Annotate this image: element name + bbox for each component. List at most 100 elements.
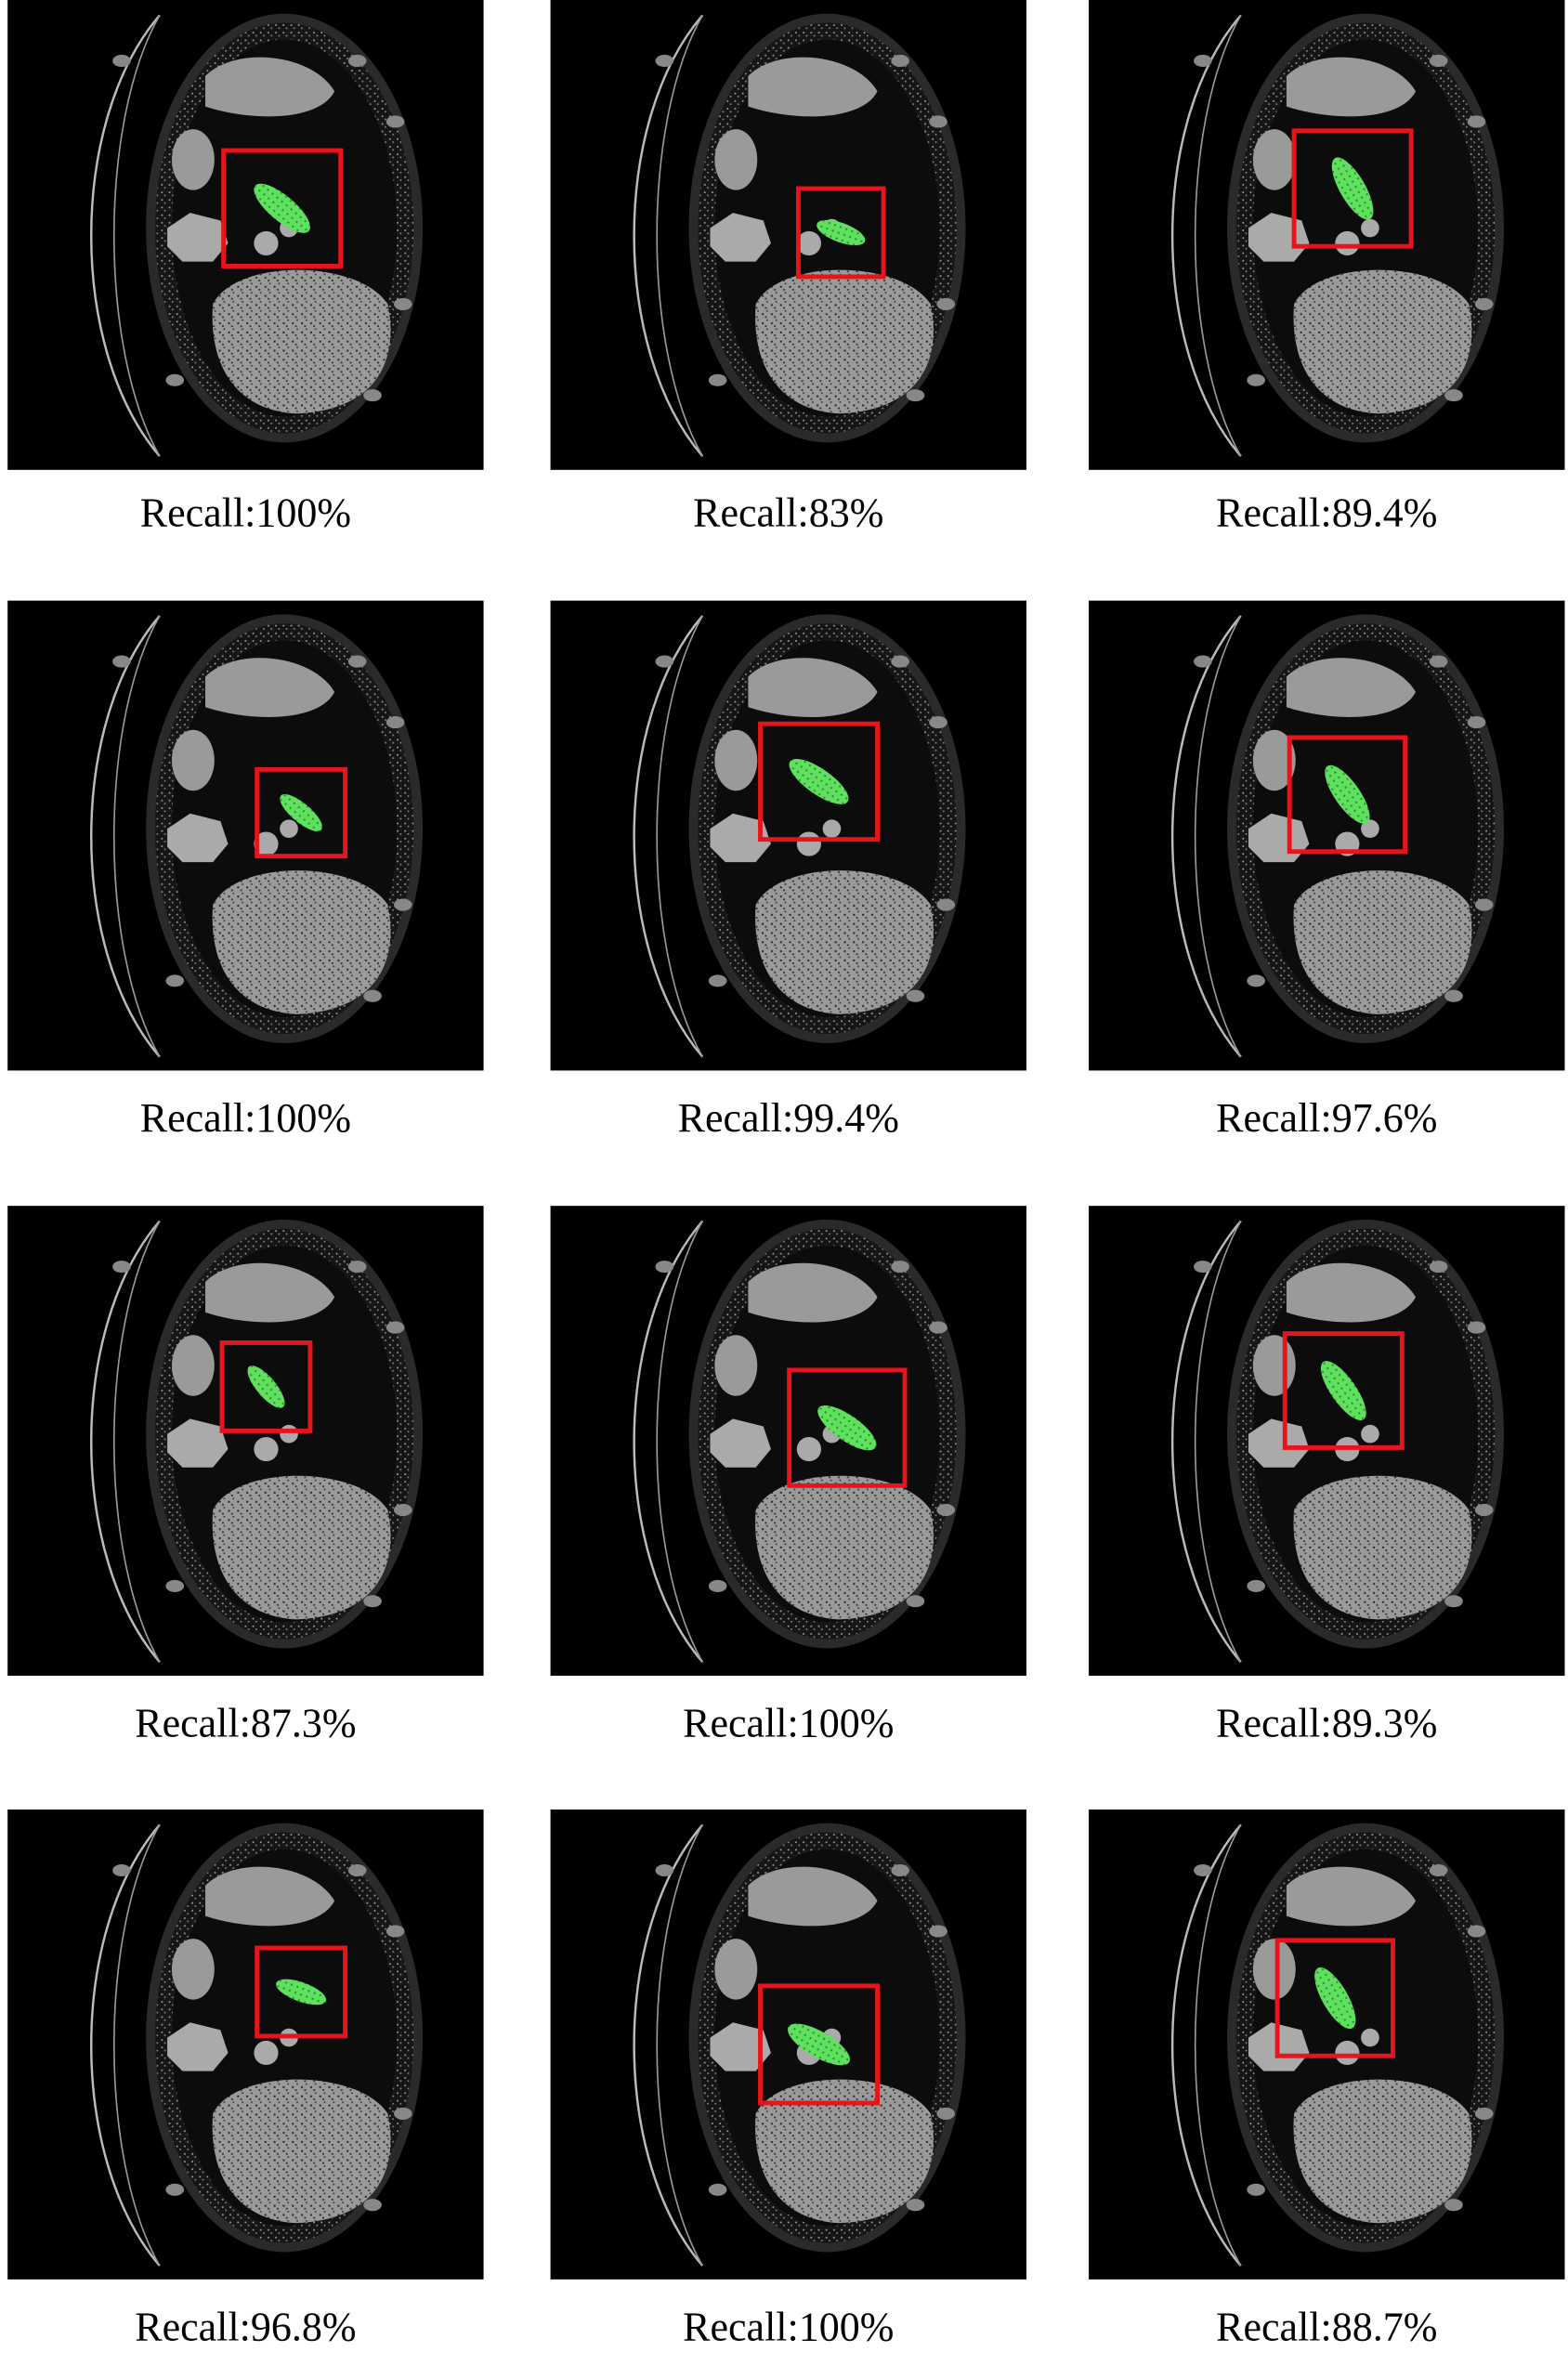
table-arc — [1170, 1823, 1242, 2267]
detection-box — [1274, 1938, 1395, 2058]
ct-panel — [1089, 1810, 1565, 2280]
detection-box — [1287, 735, 1408, 855]
rib — [906, 989, 925, 1002]
table-arc — [633, 615, 704, 1058]
recall-label: Recall:83% — [693, 490, 883, 536]
vessel — [1361, 2028, 1379, 2047]
rib — [112, 655, 131, 668]
rib — [655, 1863, 674, 1877]
organ — [171, 1335, 215, 1396]
table-arc — [633, 14, 704, 457]
organ — [204, 1262, 335, 1323]
table-arc — [1194, 14, 1242, 457]
recall-label: Recall:87.3% — [135, 1701, 356, 1746]
rib — [929, 115, 947, 128]
ct-panel — [550, 0, 1026, 470]
detection-box — [219, 1340, 313, 1433]
recall-label: Recall:100% — [683, 1701, 894, 1746]
rib — [1444, 2199, 1463, 2212]
recall-label: Recall:88.7% — [1216, 2305, 1437, 2350]
pancreas-segmentation — [1320, 1361, 1366, 1420]
liver — [212, 2079, 391, 2224]
rib — [936, 2107, 956, 2120]
pancreas-segmentation — [1325, 764, 1370, 824]
liver — [755, 870, 934, 1014]
rib — [708, 974, 727, 987]
organ — [1286, 1262, 1417, 1323]
spine — [167, 213, 229, 262]
rib — [891, 1863, 909, 1877]
organ — [748, 1866, 878, 1927]
ct-panel — [1089, 600, 1565, 1071]
ct-panel — [7, 0, 484, 470]
rib — [112, 1261, 131, 1274]
table-arc — [633, 1220, 704, 1664]
rib — [1247, 1579, 1265, 1592]
spine — [710, 2022, 771, 2071]
detection-box — [1282, 1331, 1405, 1450]
liver — [212, 1475, 391, 1620]
ct-panel — [550, 1810, 1026, 2280]
table-arc — [89, 1220, 161, 1664]
table-arc — [656, 1221, 704, 1663]
rib — [936, 297, 956, 310]
rib — [1194, 655, 1212, 668]
organ — [748, 1262, 878, 1323]
rib — [708, 1579, 727, 1592]
vessel — [1335, 2040, 1360, 2066]
rib — [906, 2199, 925, 2212]
table-arc — [89, 615, 161, 1058]
rib — [363, 389, 382, 402]
pancreas-segmentation — [1314, 1966, 1356, 2030]
rib — [655, 54, 674, 68]
liver — [1293, 1475, 1472, 1620]
pancreas-segmentation — [254, 183, 310, 233]
recall-label: Recall:100% — [140, 1095, 351, 1141]
rib — [1247, 974, 1265, 987]
ct-panel — [1089, 1206, 1565, 1676]
table-arc — [113, 1221, 161, 1663]
rib — [393, 1503, 412, 1517]
organ — [171, 729, 215, 791]
recall-label: Recall:96.8% — [135, 2305, 356, 2350]
pancreas-segmentation — [789, 759, 849, 804]
rib — [1194, 1261, 1212, 1274]
rib — [393, 297, 412, 310]
pancreas-segmentation — [280, 794, 322, 831]
organ — [1252, 129, 1296, 190]
rib — [1444, 1595, 1463, 1608]
recall-label: Recall:99.4% — [678, 1095, 899, 1141]
rib — [385, 115, 405, 128]
table-arc — [1170, 14, 1242, 457]
rib — [1444, 389, 1463, 402]
vessel — [796, 1436, 821, 1462]
rib — [1467, 716, 1486, 729]
organ — [1252, 1335, 1296, 1396]
table-arc — [113, 1823, 161, 2267]
rib — [929, 1321, 947, 1334]
vessel — [280, 819, 298, 838]
rib — [363, 989, 382, 1002]
spine — [710, 1418, 771, 1468]
organ — [748, 658, 878, 717]
liver — [1293, 870, 1472, 1014]
liver — [755, 1475, 934, 1620]
rib — [1429, 1261, 1448, 1274]
organ — [1252, 1939, 1296, 2000]
organ — [714, 729, 758, 791]
detection-box — [795, 186, 886, 280]
table-arc — [1170, 615, 1242, 1058]
organ — [204, 658, 335, 717]
rib — [165, 974, 185, 987]
vessel — [254, 2040, 279, 2066]
organ — [748, 57, 878, 117]
pancreas-segmentation — [247, 1365, 285, 1408]
table-arc — [1194, 1221, 1242, 1663]
organ — [714, 1939, 758, 2000]
rib — [891, 655, 909, 668]
organ — [714, 1335, 758, 1396]
vessel — [280, 1424, 298, 1444]
detection-box — [1291, 128, 1414, 249]
rib — [891, 54, 909, 68]
